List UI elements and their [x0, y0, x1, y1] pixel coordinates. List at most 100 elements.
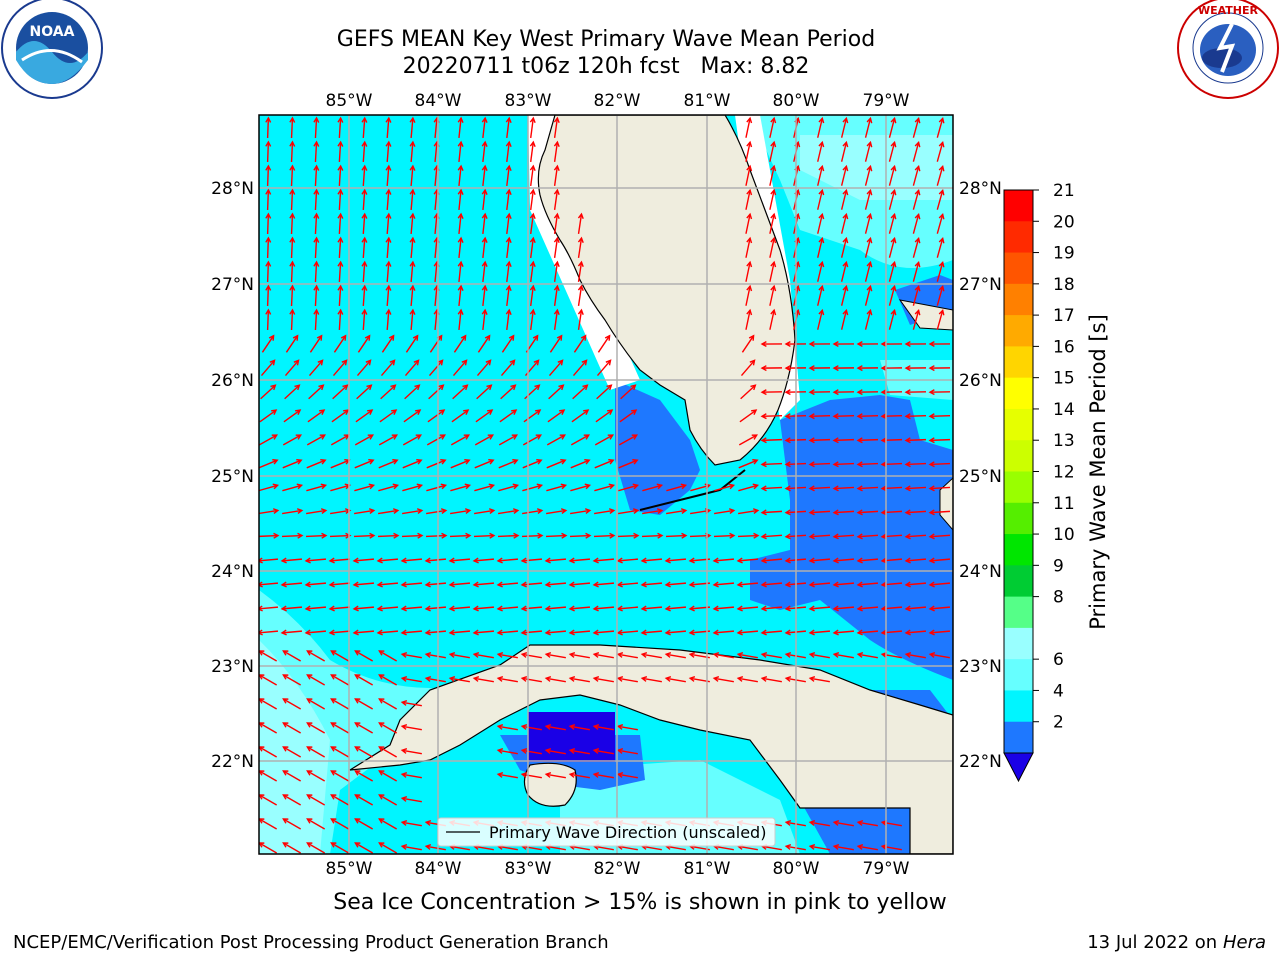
wave-arrow [618, 508, 640, 515]
wave-arrow [354, 722, 374, 734]
wave-arrow [769, 308, 777, 330]
wave-arrow [337, 284, 344, 307]
wave-arrow [309, 334, 323, 353]
wave-arrow [745, 212, 753, 234]
wave-arrow [817, 188, 825, 210]
wave-arrow [856, 820, 878, 827]
wave-arrow [856, 437, 879, 444]
wave-arrow [474, 458, 495, 469]
wave-arrow [457, 284, 464, 307]
wave-arrow [378, 722, 398, 734]
lon-label-top: 84°W [415, 91, 462, 111]
wave-arrow [529, 188, 536, 211]
wave-arrow [546, 458, 567, 469]
wave-arrow [529, 236, 536, 259]
wave-arrow [354, 508, 376, 515]
wave-arrow [448, 605, 471, 612]
wave-arrow [496, 676, 518, 683]
wave-arrow [378, 674, 398, 686]
wave-arrow [736, 652, 758, 659]
wave-arrow [450, 434, 471, 446]
wave-arrow [817, 284, 825, 306]
wave-arrow [496, 772, 518, 779]
wave-arrow [808, 389, 831, 396]
wave-arrow [425, 532, 448, 539]
wave-arrow [760, 437, 783, 444]
wave-arrow [354, 650, 374, 662]
wave-arrow [864, 308, 873, 330]
colorbar-tick-label: 18 [1053, 275, 1075, 295]
wave-arrow [760, 485, 783, 492]
wave-arrow [496, 557, 519, 564]
colorbar-tick-label: 17 [1053, 306, 1075, 326]
wave-arrow [769, 140, 777, 162]
wave-arrow [529, 140, 536, 163]
wave-arrow [737, 532, 760, 539]
wave-arrow [641, 532, 664, 539]
wave-arrow [522, 458, 543, 469]
wave-arrow [840, 260, 849, 282]
wave-arrow [337, 212, 344, 235]
period-zone-8-9-east [800, 135, 953, 200]
wave-arrow [745, 116, 753, 138]
wave-arrow [817, 164, 825, 186]
wave-arrow [378, 434, 399, 446]
wave-arrow [361, 236, 368, 259]
wave-arrow [481, 164, 488, 187]
wave-arrow [500, 359, 516, 377]
wave-arrow [596, 384, 613, 400]
wave-arrow [928, 581, 951, 588]
wave-arrow [864, 284, 873, 306]
wave-arrow [505, 140, 512, 163]
wave-arrow [936, 236, 945, 258]
isla-de-la-juventud [523, 762, 577, 807]
wave-arrow [936, 284, 945, 306]
wave-arrow [307, 409, 326, 423]
wave-arrow [332, 384, 349, 400]
andros-island [939, 477, 953, 531]
wave-arrow [472, 557, 495, 564]
lat-label-left: 24°N [211, 562, 254, 582]
latitude-labels-right: 28°N 27°N 26°N 25°N 24°N 23°N 22°N [959, 179, 1002, 772]
wave-arrow [546, 483, 568, 492]
wave-arrow [354, 483, 376, 492]
wave-arrow [354, 794, 374, 806]
wave-arrow [738, 508, 760, 515]
wave-arrow [448, 557, 471, 564]
wave-arrow [928, 437, 951, 444]
wave-arrow [864, 164, 873, 186]
wave-arrow [928, 557, 951, 564]
wave-arrow [450, 458, 471, 469]
colorbar-segment [1004, 502, 1033, 535]
wave-arrow [545, 532, 568, 539]
wave-arrow [760, 557, 783, 564]
wave-arrow [568, 652, 590, 659]
wave-arrow [308, 384, 325, 400]
wave-arrow [832, 389, 855, 396]
wave-arrow [745, 164, 753, 186]
wave-arrow [404, 384, 421, 400]
wave-arrow [477, 334, 491, 353]
wave-arrow [261, 334, 275, 353]
wave-arrow [404, 359, 420, 377]
wave-arrow [451, 409, 470, 423]
wave-arrow [356, 359, 372, 377]
wave-arrow [265, 308, 272, 331]
wave-arrow [265, 140, 272, 163]
wave-arrow [496, 605, 519, 612]
wave-arrow [832, 365, 855, 372]
wave-arrow [553, 260, 560, 283]
colorbar-tick-label: 20 [1053, 212, 1075, 232]
lat-label-left: 22°N [211, 752, 254, 772]
wave-arrow [619, 409, 638, 423]
lat-label-left: 27°N [211, 275, 254, 295]
wave-arrow [352, 581, 375, 588]
wave-arrow [738, 483, 760, 492]
colorbar-tick-label: 21 [1053, 181, 1075, 201]
wave-arrow [595, 409, 614, 423]
wave-arrow [378, 746, 398, 758]
wave-arrow [520, 724, 542, 731]
wave-arrow [760, 509, 783, 516]
wave-arrow [616, 772, 638, 779]
wave-arrow [617, 532, 640, 539]
